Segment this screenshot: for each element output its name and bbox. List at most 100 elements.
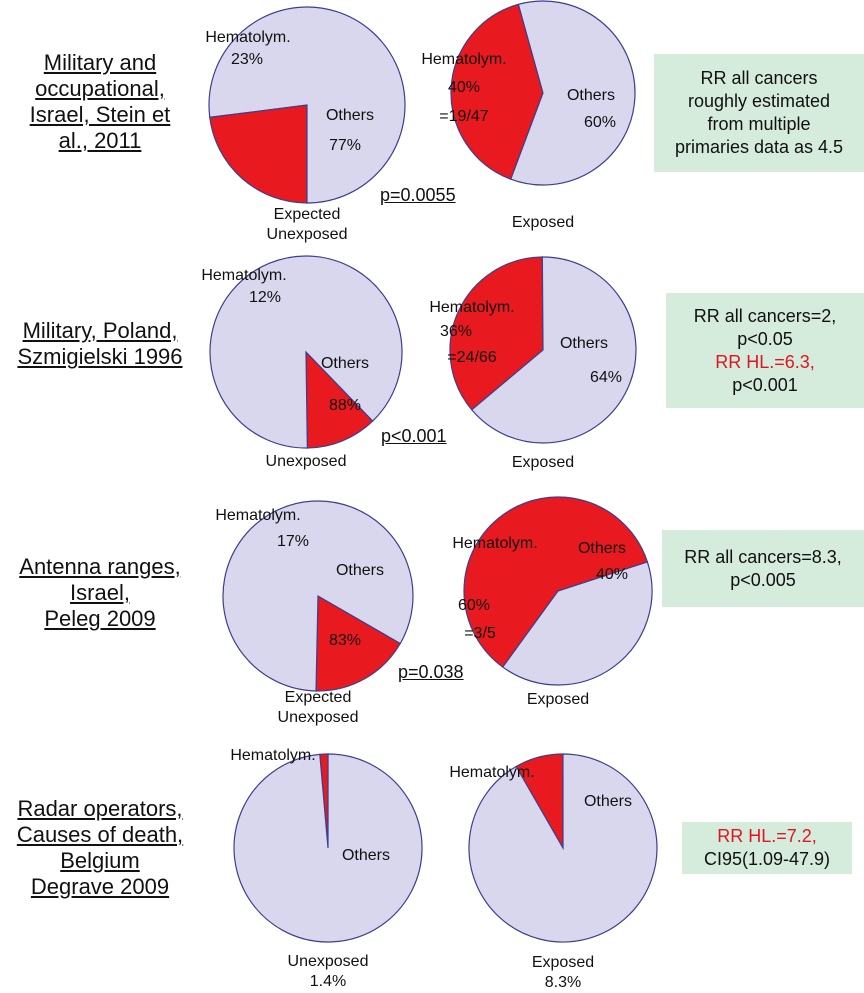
slice-percent-label: 64%: [590, 369, 622, 386]
relative-risk-box: RR HL.=7.2, CI95(1.09-47.9): [682, 822, 852, 874]
pie-slice-others: [510, 0, 636, 186]
study-title-line: Military, Poland,: [22, 318, 178, 343]
study-title-line: Military and: [43, 50, 157, 75]
relative-risk-box: RR all cancers=2, p<0.05 RR HL.=6.3, p<0.00…: [666, 293, 864, 408]
pie-caption-line: Exposed: [526, 691, 590, 708]
rr-line: p<0.005: [730, 569, 796, 590]
pie-caption-line: Unexposed: [265, 453, 347, 470]
relative-risk-box: RR all cancers=8.3, p<0.005: [662, 530, 864, 607]
rr-line-highlight: RR HL.=6.3,: [715, 351, 815, 372]
slice-percent-label: 40%: [596, 566, 628, 583]
pie-chart: [468, 753, 658, 943]
study-title-line: Causes of death,: [16, 822, 184, 847]
p-value: p=0.0055: [380, 185, 456, 205]
slice-label: Others: [336, 562, 384, 579]
pie-slice-others: [468, 753, 658, 943]
slice-count-label: =24/66: [447, 349, 496, 366]
pie-caption: Exposed: [473, 213, 613, 233]
study-title: Military and occupational, Israel, Stein e…: [0, 50, 200, 154]
pie-slice-hematolym: [463, 496, 649, 668]
study-title: Military, Poland, Szmigielski 1996: [0, 318, 200, 370]
pie-slice-hematolym: [450, 3, 544, 180]
pie-slice-hematolym: [449, 256, 544, 411]
slice-label: Hematolym.: [215, 507, 300, 524]
study-title-line: Israel,: [70, 580, 130, 605]
pie-slice-hematolym: [305, 350, 374, 449]
relative-risk-box: RR all cancers roughly estimated from mult…: [654, 54, 864, 172]
slice-label: Others: [584, 793, 632, 810]
pie-chart: [463, 496, 653, 686]
slice-label: Hematolym.: [429, 299, 514, 316]
slice-label: Others: [326, 107, 374, 124]
pie-caption-line: Exposed: [531, 954, 595, 971]
pie-chart: [449, 256, 637, 444]
pie-chart: [233, 753, 423, 943]
pie-slice-others: [470, 256, 637, 444]
study-title-line: Israel, Stein et: [29, 102, 171, 127]
study-title-line: Antenna ranges,: [19, 554, 181, 579]
p-value: p=0.038: [398, 662, 464, 682]
slice-label: Others: [560, 335, 608, 352]
rr-line: roughly estimated: [687, 91, 831, 111]
rr-line: RR all cancers: [700, 68, 818, 88]
pie-slice-hematolym: [315, 594, 402, 692]
pie-slice-others: [222, 500, 414, 692]
study-title-line: Degrave 2009: [30, 874, 170, 899]
pie-caption-line: Expected: [284, 689, 352, 706]
slice-label: Hematolym.: [421, 51, 506, 68]
p-value: p<0.001: [381, 426, 447, 446]
pie-caption-line: Unexposed: [287, 953, 369, 970]
slice-label: Others: [567, 87, 615, 104]
slice-label: Hematolym.: [452, 535, 537, 552]
pie-caption: Unexposed: [236, 452, 376, 472]
slice-label: Hematolym.: [449, 764, 534, 781]
slice-percent-label: 17%: [277, 533, 309, 550]
slice-percent-label: 88%: [329, 397, 361, 414]
pie-chart: [209, 255, 403, 449]
slice-label: Others: [578, 540, 626, 557]
pie-caption: Unexposed 1.4%: [258, 952, 398, 992]
slice-percent-label: 12%: [249, 289, 281, 306]
pie-caption-line: 1.4%: [309, 973, 347, 990]
rr-line: CI95(1.09-47.9): [703, 849, 831, 869]
slice-percent-label: 60%: [584, 114, 616, 131]
slice-percent-label: 23%: [231, 51, 263, 68]
slice-percent-label: 77%: [329, 137, 361, 154]
study-title: Antenna ranges, Israel, Peleg 2009: [0, 554, 200, 632]
slice-label: Hematolym.: [201, 267, 286, 284]
pie-slice-others: [501, 561, 653, 686]
pie-caption: Exposed 8.3%: [493, 953, 633, 993]
pie-caption-line: Unexposed: [266, 226, 348, 243]
pie-slice-others: [209, 255, 403, 449]
pie-caption-line: Expected: [273, 206, 341, 223]
rr-line: p<0.001: [732, 374, 798, 395]
slice-count-label: =19/47: [439, 108, 488, 125]
pie-slice-others: [208, 6, 406, 204]
study-title-line: Radar operators,: [17, 796, 183, 821]
pie-slice-hematolym: [209, 104, 308, 204]
pie-slice-others: [233, 753, 423, 943]
study-title-line: Szmigielski 1996: [17, 344, 183, 369]
rr-line: RR all cancers=8.3,: [684, 546, 842, 567]
slice-count-label: =3/5: [464, 625, 496, 642]
slice-percent-label: 40%: [448, 79, 480, 96]
study-title-line: occupational,: [35, 76, 165, 101]
study-title: Radar operators, Causes of death, Belgium …: [0, 796, 200, 900]
rr-line: from multiple: [707, 114, 811, 134]
slice-percent-label: 83%: [329, 632, 361, 649]
study-title-line: Belgium: [60, 848, 140, 873]
study-title-line: al., 2011: [58, 128, 142, 153]
pie-caption-line: Exposed: [511, 214, 575, 231]
slice-label: Hematolym.: [205, 29, 290, 46]
pie-caption-line: Unexposed: [277, 709, 359, 726]
slice-label: Others: [342, 847, 390, 864]
rr-line: p<0.05: [737, 328, 793, 349]
slice-percent-label: 36%: [440, 323, 472, 340]
rr-line: primaries data as 4.5: [674, 137, 844, 157]
pie-chart: [208, 6, 406, 204]
slice-label: Others: [321, 355, 369, 372]
pie-caption-line: Exposed: [511, 454, 575, 471]
pie-caption: Exposed: [488, 690, 628, 710]
pie-caption: Expected Unexposed: [237, 205, 377, 245]
